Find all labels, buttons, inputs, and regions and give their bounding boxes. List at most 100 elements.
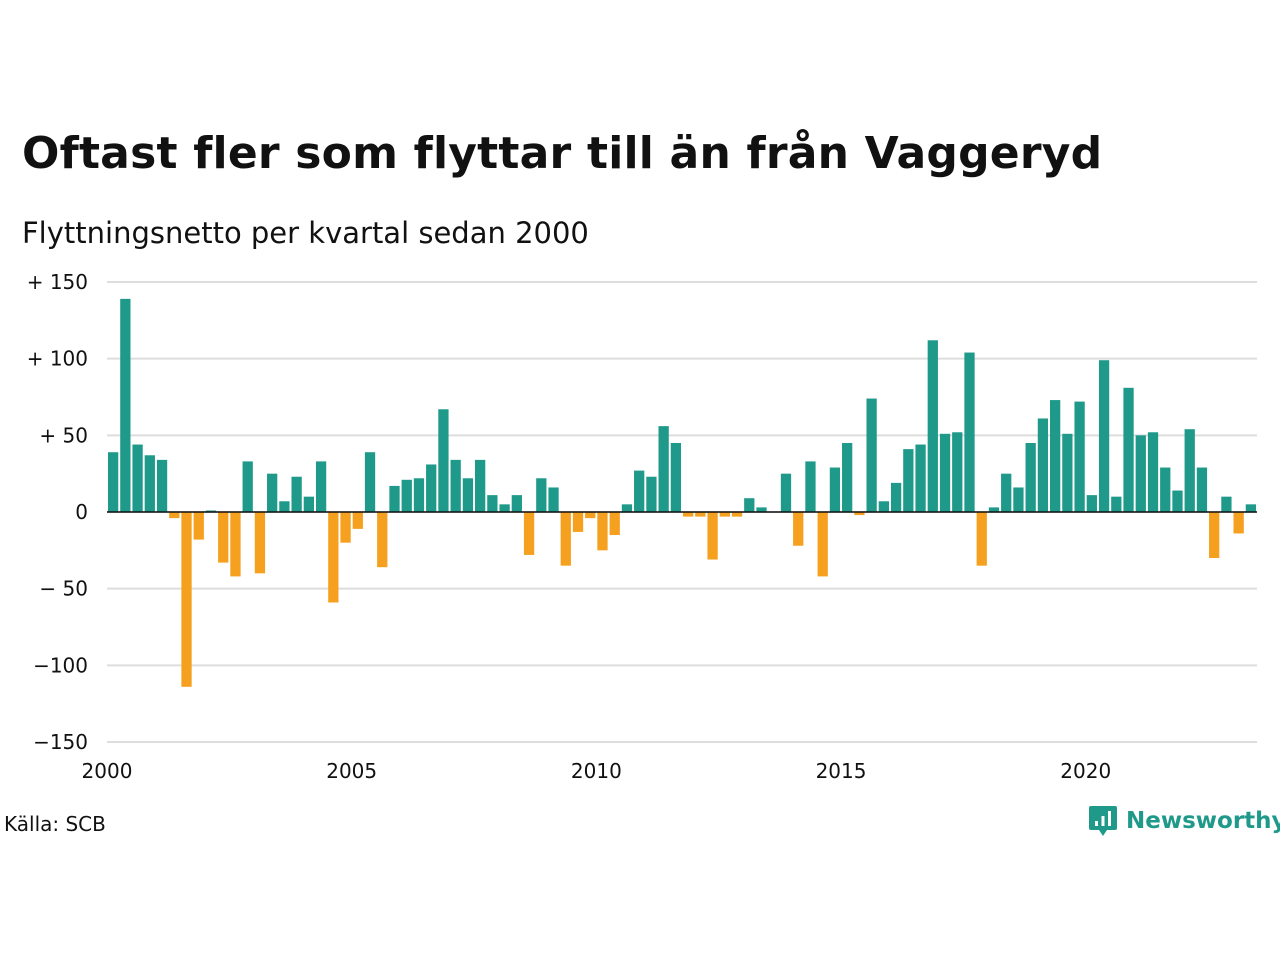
- bar: [242, 461, 253, 512]
- bar: [279, 501, 290, 512]
- bar: [1037, 418, 1049, 512]
- bar: [450, 459, 461, 512]
- bar: [1098, 360, 1110, 512]
- bar: [132, 444, 143, 512]
- bar: [866, 398, 877, 512]
- bar: [426, 464, 437, 512]
- y-tick-label: − 50: [39, 577, 88, 601]
- bar: [328, 512, 339, 603]
- bar: [267, 473, 278, 512]
- bar: [315, 461, 327, 512]
- bar: [1086, 495, 1097, 512]
- bar: [731, 512, 743, 517]
- bar: [303, 496, 314, 512]
- x-tick-label: 2005: [326, 759, 377, 783]
- bar: [1135, 435, 1146, 512]
- brand-name: Newsworthy: [1126, 808, 1280, 834]
- bar: [1062, 433, 1073, 512]
- bar: [1111, 496, 1122, 512]
- bar: [707, 512, 718, 560]
- y-tick-label: 0: [75, 500, 88, 524]
- bar: [523, 512, 535, 555]
- bar-chart: + 150 + 100 + 50 0 − 50 −100 −150 2000 2005 2010…: [27, 270, 1257, 783]
- bar: [756, 507, 767, 512]
- bar: [193, 512, 204, 540]
- bar: [572, 512, 584, 532]
- bar: [120, 298, 131, 512]
- bar: [1221, 496, 1232, 512]
- y-tick-label: + 100: [27, 347, 88, 371]
- bar: [487, 495, 498, 512]
- bar: [181, 512, 192, 687]
- newsworthy-logo-icon: [1089, 806, 1117, 836]
- y-axis-labels: + 150 + 100 + 50 0 − 50 −100 −150: [27, 270, 88, 754]
- bar: [634, 470, 645, 512]
- bar: [230, 512, 241, 577]
- bar: [438, 409, 449, 512]
- bar: [964, 352, 975, 512]
- bar: [890, 482, 902, 512]
- bar: [1209, 512, 1220, 558]
- bar: [475, 459, 486, 512]
- bar: [805, 461, 816, 512]
- bar: [364, 452, 376, 512]
- bar: [1184, 429, 1195, 512]
- bar: [793, 512, 804, 546]
- bar: [1245, 504, 1257, 512]
- bar: [952, 432, 963, 512]
- bar: [169, 512, 180, 519]
- bar: [499, 504, 510, 512]
- bar: [291, 476, 302, 512]
- x-tick-label: 2010: [571, 759, 622, 783]
- bar: [218, 512, 229, 563]
- chart-title: Oftast fler som flyttar till än från Vag…: [22, 128, 1103, 179]
- bar: [389, 485, 400, 512]
- bar: [1172, 490, 1183, 512]
- bar: [682, 512, 694, 517]
- bar: [658, 426, 669, 512]
- y-tick-label: −100: [33, 653, 88, 677]
- bar: [536, 478, 547, 512]
- bar: [548, 487, 559, 512]
- bar: [1013, 487, 1024, 512]
- x-axis-labels: 2000 2005 2010 2015 2020: [82, 759, 1112, 783]
- bar: [988, 507, 1000, 512]
- bar: [377, 512, 388, 568]
- bar: [1160, 467, 1171, 512]
- bar: [621, 504, 633, 512]
- bar: [915, 444, 926, 512]
- bar: [401, 479, 412, 512]
- bar: [817, 512, 828, 577]
- source-note: Källa: SCB: [4, 812, 106, 836]
- bar: [511, 495, 522, 512]
- bar: [156, 459, 168, 512]
- x-tick-label: 2015: [816, 759, 867, 783]
- bar: [670, 443, 682, 512]
- bar: [927, 340, 938, 512]
- bar: [1001, 473, 1012, 512]
- bar: [585, 512, 596, 519]
- bar: [1050, 400, 1061, 512]
- bar: [205, 510, 217, 512]
- bar: [609, 512, 620, 535]
- bar: [744, 498, 755, 512]
- bar: [462, 478, 474, 512]
- bar: [254, 512, 266, 574]
- bar: [1196, 467, 1208, 512]
- bar: [1074, 401, 1085, 512]
- brand-logo[interactable]: Newsworthy: [1088, 804, 1280, 838]
- y-tick-label: + 150: [27, 270, 88, 294]
- bar: [719, 512, 730, 517]
- chart-subtitle: Flyttningsnetto per kvartal sedan 2000: [22, 216, 589, 250]
- bar: [352, 512, 363, 529]
- y-tick-label: + 50: [39, 423, 88, 447]
- bar: [597, 512, 608, 551]
- bar: [560, 512, 571, 566]
- bar: [646, 476, 657, 512]
- bar: [1147, 432, 1159, 512]
- y-tick-label: −150: [33, 730, 88, 754]
- bar: [780, 473, 792, 512]
- bar: [939, 433, 951, 512]
- bar: [695, 512, 706, 517]
- bar: [878, 501, 889, 512]
